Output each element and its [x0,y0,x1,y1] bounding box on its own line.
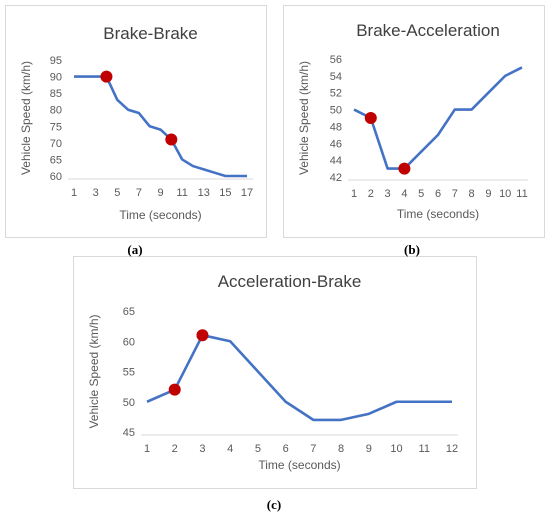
y-tick-label: 65 [50,154,62,166]
y-tick-label: 60 [50,171,62,183]
y-tick-label: 65 [123,306,135,318]
x-tick-label: 15 [219,187,231,199]
x-tick-label: 9 [157,187,163,199]
y-tick-label: 50 [123,397,135,409]
chart-title: Acceleration-Brake [218,272,362,291]
x-tick-label: 3 [385,188,391,200]
x-tick-label: 4 [227,443,233,455]
series-line [74,75,247,178]
y-tick-label: 54 [330,71,342,83]
y-axis-label: Vehicle Speed (km/h) [297,61,311,175]
x-tick-label: 11 [516,188,527,200]
x-tick-label: 9 [485,188,491,200]
x-tick-label: 5 [114,187,120,199]
x-tick-label: 5 [418,188,424,200]
y-tick-label: 80 [50,105,62,117]
y-axis-label: Vehicle Speed (km/h) [87,314,101,428]
x-tick-label: 13 [198,187,210,199]
chart-title: Brake-Brake [103,24,197,43]
x-tick-label: 11 [419,443,430,455]
y-tick-label: 46 [330,138,342,150]
x-tick-label: 10 [499,188,511,200]
x-tick-label: 8 [469,188,475,200]
series-line [353,66,523,170]
y-tick-label: 55 [123,367,135,379]
y-tick-label: 85 [50,88,62,100]
y-tick-label: 45 [123,427,135,439]
x-axis-label: Time (seconds) [397,207,479,221]
chart-panel-acceleration-brake: Acceleration-Brake 45 50 55 60 65 1 2 3 4 5 6 7 8 9 10 1… [73,256,477,489]
y-tick-label: 70 [50,138,62,150]
x-tick-label: 1 [351,188,357,200]
x-tick-label: 8 [338,443,344,455]
y-tick-label: 90 [50,72,62,84]
x-tick-label: 5 [255,443,261,455]
x-tick-label: 2 [172,443,178,455]
series-line [146,333,452,422]
x-axis-label: Time (seconds) [258,458,340,472]
y-axis-label: Vehicle Speed (km/h) [19,61,33,175]
x-tick-label: 9 [366,443,372,455]
y-tick-label: 42 [330,172,342,184]
event-marker [364,112,377,124]
event-marker [165,133,178,146]
x-tick-label: 6 [435,188,441,200]
x-tick-label: 1 [144,443,150,455]
x-tick-label: 7 [136,187,142,199]
x-tick-label: 2 [368,188,374,200]
chart-title: Brake-Acceleration [356,21,500,40]
event-marker [196,329,209,342]
x-tick-label: 4 [401,188,407,200]
x-tick-label: 3 [199,443,205,455]
event-marker [398,162,411,175]
event-marker [100,70,113,83]
x-tick-label: 10 [390,443,402,455]
x-tick-label: 3 [93,187,99,199]
y-tick-label: 50 [330,105,342,117]
chart-panel-brake-brake: Brake-Brake 60 65 70 75 80 85 90 95 1 3 5 7 9 11 13 15 17… [5,5,267,238]
subfigure-label-c: (c) [266,497,282,512]
event-marker [168,383,181,396]
x-tick-label: 11 [176,187,187,199]
x-tick-label: 6 [283,443,289,455]
x-tick-label: 7 [310,443,316,455]
y-tick-label: 95 [50,55,62,67]
x-tick-label: 12 [446,443,458,455]
y-tick-label: 75 [50,121,62,133]
y-tick-label: 56 [330,54,342,66]
x-axis-label: Time (seconds) [119,208,201,222]
subfigure-label-a: (a) [127,242,143,257]
x-tick-label: 17 [241,187,253,199]
chart-panel-brake-acceleration: Brake-Acceleration 42 44 46 48 50 52 54 56 1 2 3 4 5 6… [283,5,545,238]
y-tick-label: 52 [330,88,342,100]
y-tick-label: 44 [330,155,342,167]
x-tick-label: 7 [452,188,458,200]
y-tick-label: 48 [330,121,342,133]
x-tick-label: 1 [71,187,77,199]
subfigure-label-b: (b) [404,242,420,257]
y-tick-label: 60 [123,336,135,348]
